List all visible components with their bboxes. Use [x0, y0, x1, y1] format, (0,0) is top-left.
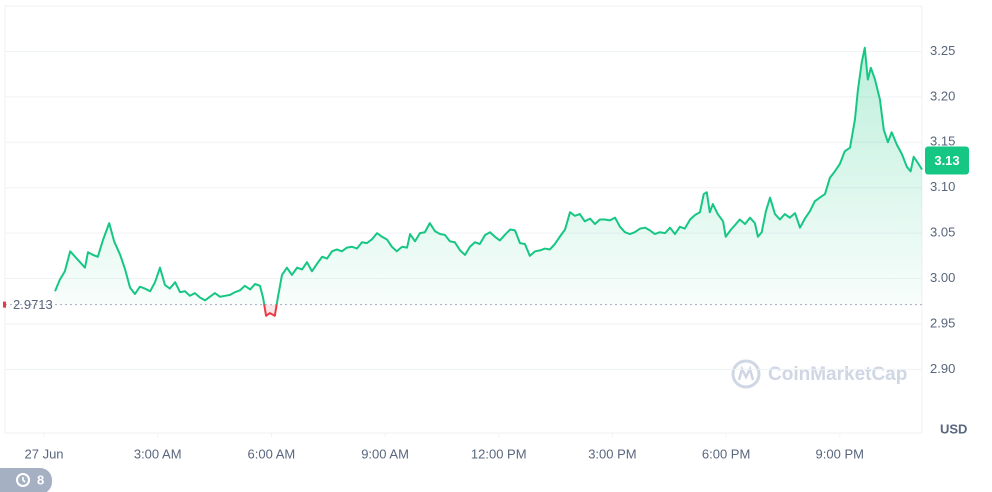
area-fill [55, 47, 922, 305]
current-price-box [925, 146, 969, 175]
watermark: CoinMarketCap [731, 359, 907, 389]
baseline-marker [3, 301, 6, 308]
y-tick-label: 3.25 [930, 43, 955, 58]
x-tick-label: 6:00 AM [248, 446, 296, 461]
y-tick-label: 3.00 [930, 270, 955, 285]
x-tick-label: 3:00 AM [134, 446, 182, 461]
badge-count: 8 [37, 472, 44, 487]
area-fill-below [264, 304, 277, 316]
x-tick-label: 6:00 PM [702, 446, 750, 461]
current-price-label: 3.13 [934, 153, 959, 168]
price-line [54, 46, 923, 317]
unit-label: USD [940, 421, 967, 436]
x-tick-label: 3:00 PM [588, 446, 636, 461]
y-tick-label: 3.15 [930, 134, 955, 149]
y-tick-label: 3.20 [930, 88, 955, 103]
y-tick-label: 3.05 [930, 225, 955, 240]
y-tick-label: 2.95 [930, 315, 955, 330]
watermark-text: CoinMarketCap [768, 364, 907, 385]
x-tick-label: 9:00 AM [361, 446, 409, 461]
baseline-label: 2.9713 [13, 297, 53, 312]
x-tick-label: 9:00 PM [816, 446, 864, 461]
y-tick-label: 2.90 [930, 361, 955, 376]
y-tick-label: 3.10 [930, 179, 955, 194]
x-tick-label: 12:00 PM [471, 446, 527, 461]
x-tick-label: 27 Jun [25, 446, 64, 461]
history-badge[interactable]: 8 [0, 468, 52, 492]
